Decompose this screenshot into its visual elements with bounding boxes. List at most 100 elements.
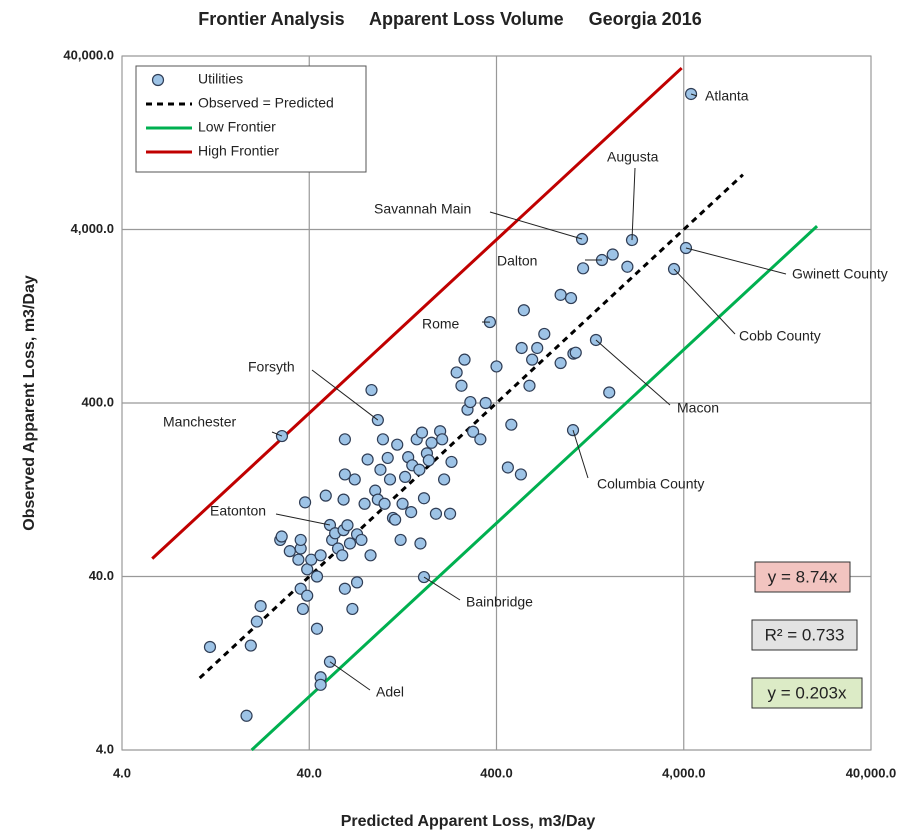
data-point <box>531 341 544 355</box>
data-point <box>365 383 378 397</box>
frontier-line <box>198 173 744 680</box>
data-point <box>538 327 551 341</box>
data-point <box>429 507 443 520</box>
data-point <box>464 395 477 409</box>
data-point <box>355 533 368 547</box>
data-point <box>294 533 307 547</box>
leader-line <box>275 513 331 526</box>
data-point <box>415 426 429 439</box>
data-point <box>458 353 471 366</box>
legend-symbol <box>151 73 165 87</box>
data-point <box>603 386 616 399</box>
data-point <box>240 709 253 722</box>
data-point <box>381 451 394 465</box>
data-point <box>301 589 314 602</box>
annotation: Cobb County <box>739 328 821 344</box>
leader-line <box>489 211 583 240</box>
leader-line <box>690 93 698 97</box>
data-point <box>250 615 263 628</box>
data-point <box>399 470 412 484</box>
data-point <box>517 304 530 317</box>
data-point <box>417 492 431 505</box>
data-point <box>569 346 582 359</box>
data-point <box>296 602 310 616</box>
data-point <box>376 433 390 446</box>
data-point <box>383 473 397 486</box>
data-point <box>358 497 371 510</box>
data-point <box>283 545 296 558</box>
x-tick-label: 400.0 <box>480 765 513 780</box>
equation-box <box>754 561 851 593</box>
leader-line <box>595 339 671 406</box>
data-point <box>378 497 391 510</box>
data-point <box>490 360 503 373</box>
y-axis-label: Observed Apparent Loss, m3/Day <box>21 275 38 531</box>
data-point <box>445 455 458 469</box>
annotation: Forsyth <box>248 359 295 375</box>
data-point <box>346 602 359 616</box>
data-point <box>394 533 407 547</box>
data-point <box>515 341 528 355</box>
data-point <box>564 291 578 305</box>
legend-box <box>135 65 367 173</box>
data-point <box>336 549 349 562</box>
data-point <box>443 507 457 520</box>
leader-line <box>329 661 371 691</box>
data-point <box>389 513 402 526</box>
data-point <box>523 379 536 392</box>
annotation: Columbia County <box>597 476 704 492</box>
leader-line <box>685 247 787 275</box>
frontier-line <box>250 225 819 752</box>
data-point <box>374 463 387 476</box>
y-tick-label: 40,000.0 <box>63 47 114 62</box>
leader-line <box>423 576 461 601</box>
data-point <box>338 468 351 481</box>
equation-text: y = 8.74x <box>768 567 838 586</box>
data-point <box>364 549 377 562</box>
data-point <box>436 433 449 446</box>
data-point <box>405 506 418 519</box>
annotation: Dalton <box>497 253 537 269</box>
data-point <box>554 288 567 301</box>
annotation: Manchester <box>163 414 236 430</box>
y-tick-label: 40.0 <box>89 568 114 583</box>
data-point <box>413 463 426 476</box>
y-tick-label: 4.0 <box>96 741 114 756</box>
annotation: Eatonton <box>210 503 266 519</box>
data-point <box>338 582 351 595</box>
data-point <box>621 260 634 273</box>
x-tick-label: 4.0 <box>113 765 131 780</box>
data-point <box>341 519 354 532</box>
data-point <box>337 493 350 506</box>
data-point <box>310 622 324 635</box>
annotation: Atlanta <box>705 88 749 104</box>
equation-box <box>751 677 863 709</box>
x-tick-label: 40.0 <box>297 765 322 780</box>
y-tick-label: 400.0 <box>81 394 114 409</box>
data-point <box>338 433 351 446</box>
data-point <box>244 639 257 652</box>
data-point <box>576 262 590 275</box>
data-point <box>526 353 539 366</box>
data-point <box>203 640 217 654</box>
data-point <box>455 379 468 392</box>
leader-line <box>572 429 589 479</box>
leader-line <box>311 369 379 421</box>
data-point <box>298 496 312 509</box>
annotation: Macon <box>677 400 719 416</box>
data-point <box>606 248 619 261</box>
equation-text: R² = 0.733 <box>765 625 845 644</box>
data-point <box>414 537 427 550</box>
data-point <box>425 436 438 449</box>
data-point <box>474 433 487 446</box>
data-point <box>348 473 361 486</box>
data-point <box>450 366 463 379</box>
annotation: Savannah Main <box>374 201 471 217</box>
data-point <box>422 454 435 467</box>
leader-line <box>673 268 736 335</box>
x-axis-label: Predicted Apparent Loss, m3/Day <box>341 813 596 830</box>
x-tick-label: 4,000.0 <box>662 765 705 780</box>
data-point <box>554 356 567 370</box>
frontier-line <box>151 66 683 560</box>
